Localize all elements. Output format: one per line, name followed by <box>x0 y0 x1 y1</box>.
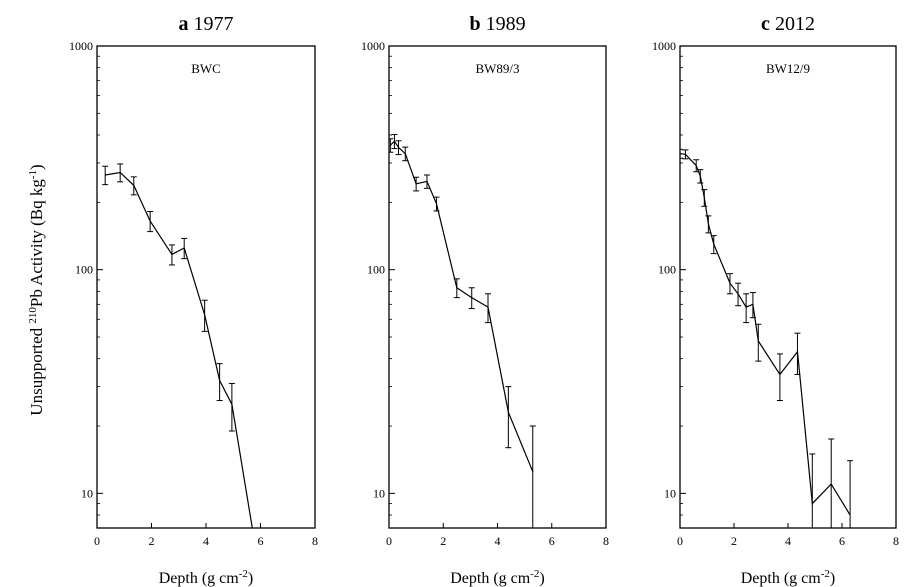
data-layer <box>389 134 536 528</box>
x-axis-label-part: Depth (g cm <box>159 570 240 587</box>
panel-c: c 2012 BW12/9 0 2 4 6 8 10 100 1000 Depth (g cm-2) <box>652 13 899 587</box>
series-line <box>680 153 851 516</box>
x-tick-label: 8 <box>312 534 318 548</box>
x-tick-label: 2 <box>440 534 446 548</box>
x-axis-label-part: -2 <box>239 568 248 580</box>
y-tick-label: 100 <box>75 263 93 277</box>
y-tick-label: 100 <box>658 263 676 277</box>
data-layer <box>680 148 854 528</box>
panel-letter: a <box>179 13 189 35</box>
core-label: BW12/9 <box>766 61 810 76</box>
plot-frame <box>96 45 316 529</box>
x-tick-label: 0 <box>386 534 392 548</box>
panel-a: a 1977 BWC 0 2 4 6 8 10 100 1000 Depth (g cm-2) <box>69 13 318 587</box>
x-tick-label: 6 <box>258 534 264 548</box>
y-tick-label: 1000 <box>361 39 385 53</box>
plot-frame <box>679 45 897 529</box>
series-line <box>389 140 534 472</box>
panel-title: c 2012 <box>761 13 815 35</box>
panel-year: 1977 <box>189 13 234 35</box>
series-line <box>105 171 253 528</box>
x-tick-label: 0 <box>677 534 683 548</box>
x-tick-label: 8 <box>603 534 609 548</box>
x-axis-label-part: -2 <box>530 568 539 580</box>
y-tick-label: 10 <box>664 486 676 500</box>
y-tick-label: 1000 <box>652 39 676 53</box>
x-axis-label-part: -2 <box>821 568 830 580</box>
x-tick-label: 0 <box>94 534 100 548</box>
y-tick-label: 10 <box>373 486 385 500</box>
plot-frame <box>388 45 607 529</box>
core-label: BW89/3 <box>475 61 519 76</box>
panel-letter: c <box>761 13 770 35</box>
y-tick-label: 10 <box>81 486 93 500</box>
x-tick-label: 8 <box>893 534 899 548</box>
x-tick-label: 4 <box>785 534 791 548</box>
panel-title: a 1977 <box>179 13 234 35</box>
x-tick-label: 2 <box>149 534 155 548</box>
core-label: BWC <box>191 61 221 76</box>
x-tick-label: 6 <box>839 534 845 548</box>
panel-year: 2012 <box>770 13 815 35</box>
x-axis-label: Depth (g cm-2) <box>450 568 544 587</box>
y-tick-label: 1000 <box>69 39 93 53</box>
x-tick-label: 4 <box>495 534 501 548</box>
x-axis-label-part: ) <box>248 570 253 587</box>
x-axis-label-part: ) <box>830 570 835 587</box>
y-axis-label: Unsupported 210Pb Activity (Bq kg-1) <box>27 164 46 415</box>
x-tick-label: 4 <box>203 534 209 548</box>
panel-b: b 1989 BW89/3 0 2 4 6 8 10 100 1000 Depth (g cm-2) <box>361 13 609 587</box>
data-layer <box>102 163 253 528</box>
x-tick-label: 2 <box>731 534 737 548</box>
panel-title: b 1989 <box>469 13 525 35</box>
x-tick-label: 6 <box>549 534 555 548</box>
x-axis-label-part: ) <box>539 570 544 587</box>
x-axis-label: Depth (g cm-2) <box>741 568 835 587</box>
x-axis-label-part: Depth (g cm <box>450 570 531 587</box>
y-tick-label: 100 <box>367 263 385 277</box>
x-axis-label: Depth (g cm-2) <box>159 568 253 587</box>
panel-year: 1989 <box>481 13 526 35</box>
panel-letter: b <box>469 13 480 35</box>
x-axis-label-part: Depth (g cm <box>741 570 822 587</box>
